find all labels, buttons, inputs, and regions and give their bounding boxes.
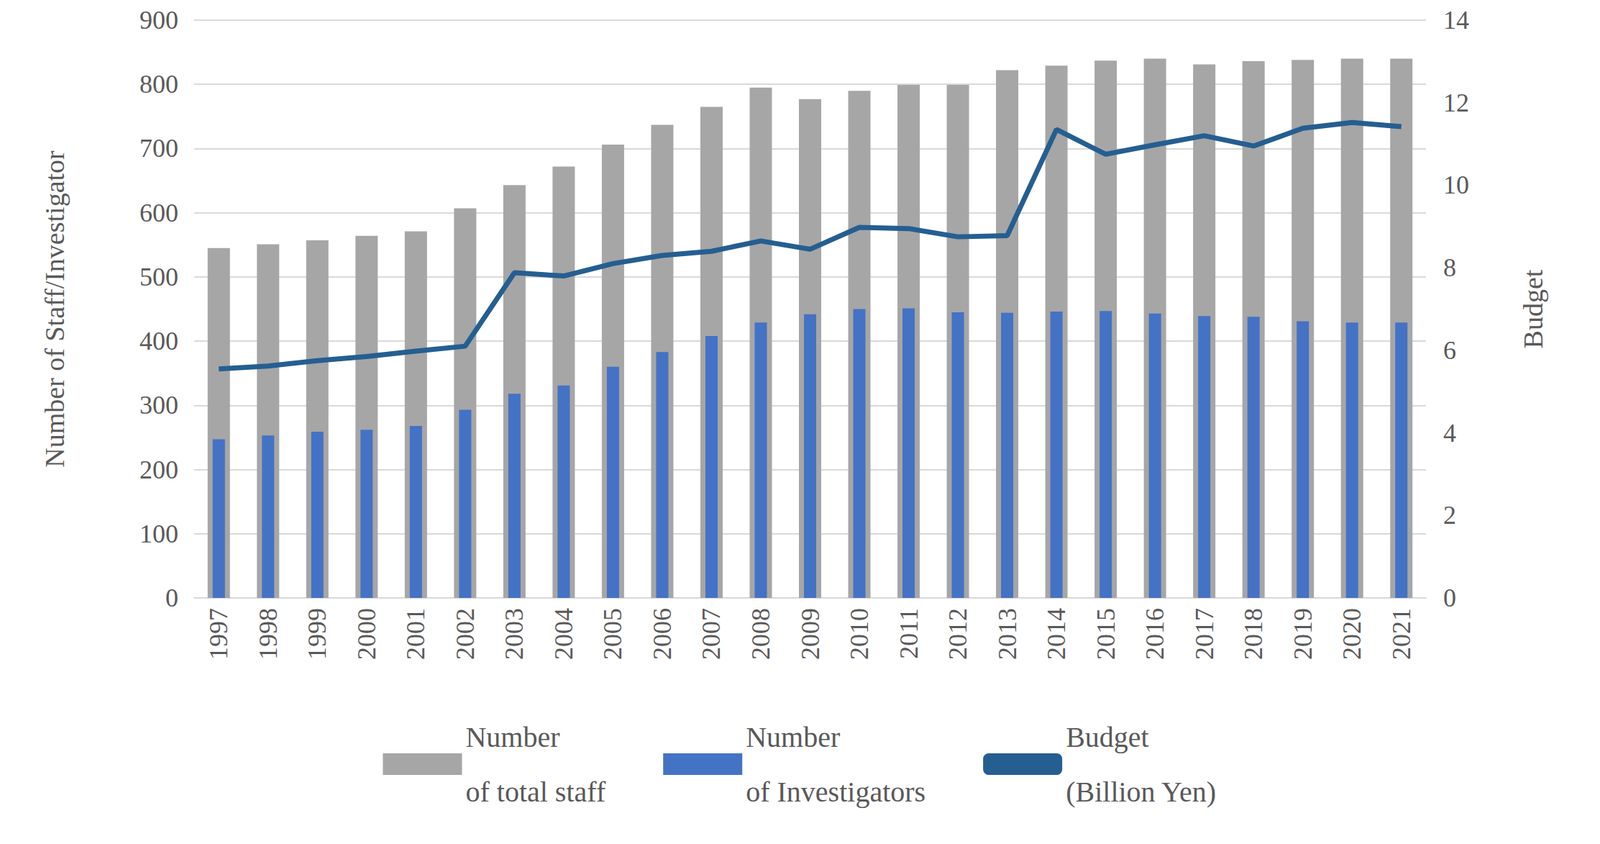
svg-text:700: 700 xyxy=(139,133,179,163)
svg-text:Number of Staff/Investigator: Number of Staff/Investigator xyxy=(39,150,70,468)
svg-text:of total staff: of total staff xyxy=(465,775,606,808)
svg-text:Number: Number xyxy=(745,720,840,753)
svg-text:300: 300 xyxy=(139,390,179,420)
svg-text:2005: 2005 xyxy=(598,607,628,660)
svg-text:2: 2 xyxy=(1443,500,1457,530)
svg-text:10: 10 xyxy=(1443,170,1470,200)
svg-text:400: 400 xyxy=(139,326,179,356)
svg-text:4: 4 xyxy=(1443,418,1457,448)
svg-text:2008: 2008 xyxy=(746,607,776,660)
svg-text:2001: 2001 xyxy=(401,607,431,660)
svg-text:2020: 2020 xyxy=(1337,607,1367,660)
svg-text:Budget: Budget xyxy=(1065,720,1150,753)
svg-text:of Investigators: of Investigators xyxy=(745,775,926,808)
svg-text:200: 200 xyxy=(139,455,179,484)
svg-text:0: 0 xyxy=(1443,583,1457,612)
svg-text:2013: 2013 xyxy=(993,607,1022,660)
svg-text:2021: 2021 xyxy=(1387,607,1416,660)
svg-text:2014: 2014 xyxy=(1041,607,1071,660)
svg-text:100: 100 xyxy=(139,519,179,548)
svg-text:8: 8 xyxy=(1443,253,1457,282)
svg-text:2007: 2007 xyxy=(696,607,726,660)
svg-text:900: 900 xyxy=(139,5,179,35)
svg-text:2010: 2010 xyxy=(844,607,874,660)
svg-text:2016: 2016 xyxy=(1140,607,1170,660)
svg-text:6: 6 xyxy=(1443,335,1457,365)
svg-text:14: 14 xyxy=(1443,5,1470,35)
svg-text:1998: 1998 xyxy=(253,607,283,660)
svg-text:2002: 2002 xyxy=(450,607,480,660)
svg-text:600: 600 xyxy=(139,198,179,228)
svg-text:2017: 2017 xyxy=(1190,607,1219,660)
svg-text:2003: 2003 xyxy=(499,607,529,660)
svg-text:2004: 2004 xyxy=(549,607,579,660)
svg-text:2015: 2015 xyxy=(1091,607,1121,660)
svg-text:2006: 2006 xyxy=(647,607,677,660)
svg-text:12: 12 xyxy=(1443,88,1470,118)
svg-text:Budget: Budget xyxy=(1518,268,1549,349)
svg-text:500: 500 xyxy=(139,262,179,292)
svg-text:1999: 1999 xyxy=(302,607,332,660)
svg-text:2018: 2018 xyxy=(1239,607,1268,660)
svg-text:800: 800 xyxy=(139,69,179,99)
svg-text:Number: Number xyxy=(465,720,560,753)
svg-text:2019: 2019 xyxy=(1288,607,1318,660)
svg-text:(Billion Yen): (Billion Yen) xyxy=(1065,775,1216,808)
svg-text:2011: 2011 xyxy=(894,607,924,659)
svg-text:2009: 2009 xyxy=(796,607,825,660)
svg-text:2000: 2000 xyxy=(352,607,382,660)
svg-text:1997: 1997 xyxy=(204,607,233,660)
svg-text:2012: 2012 xyxy=(943,607,973,660)
svg-text:0: 0 xyxy=(165,583,179,612)
